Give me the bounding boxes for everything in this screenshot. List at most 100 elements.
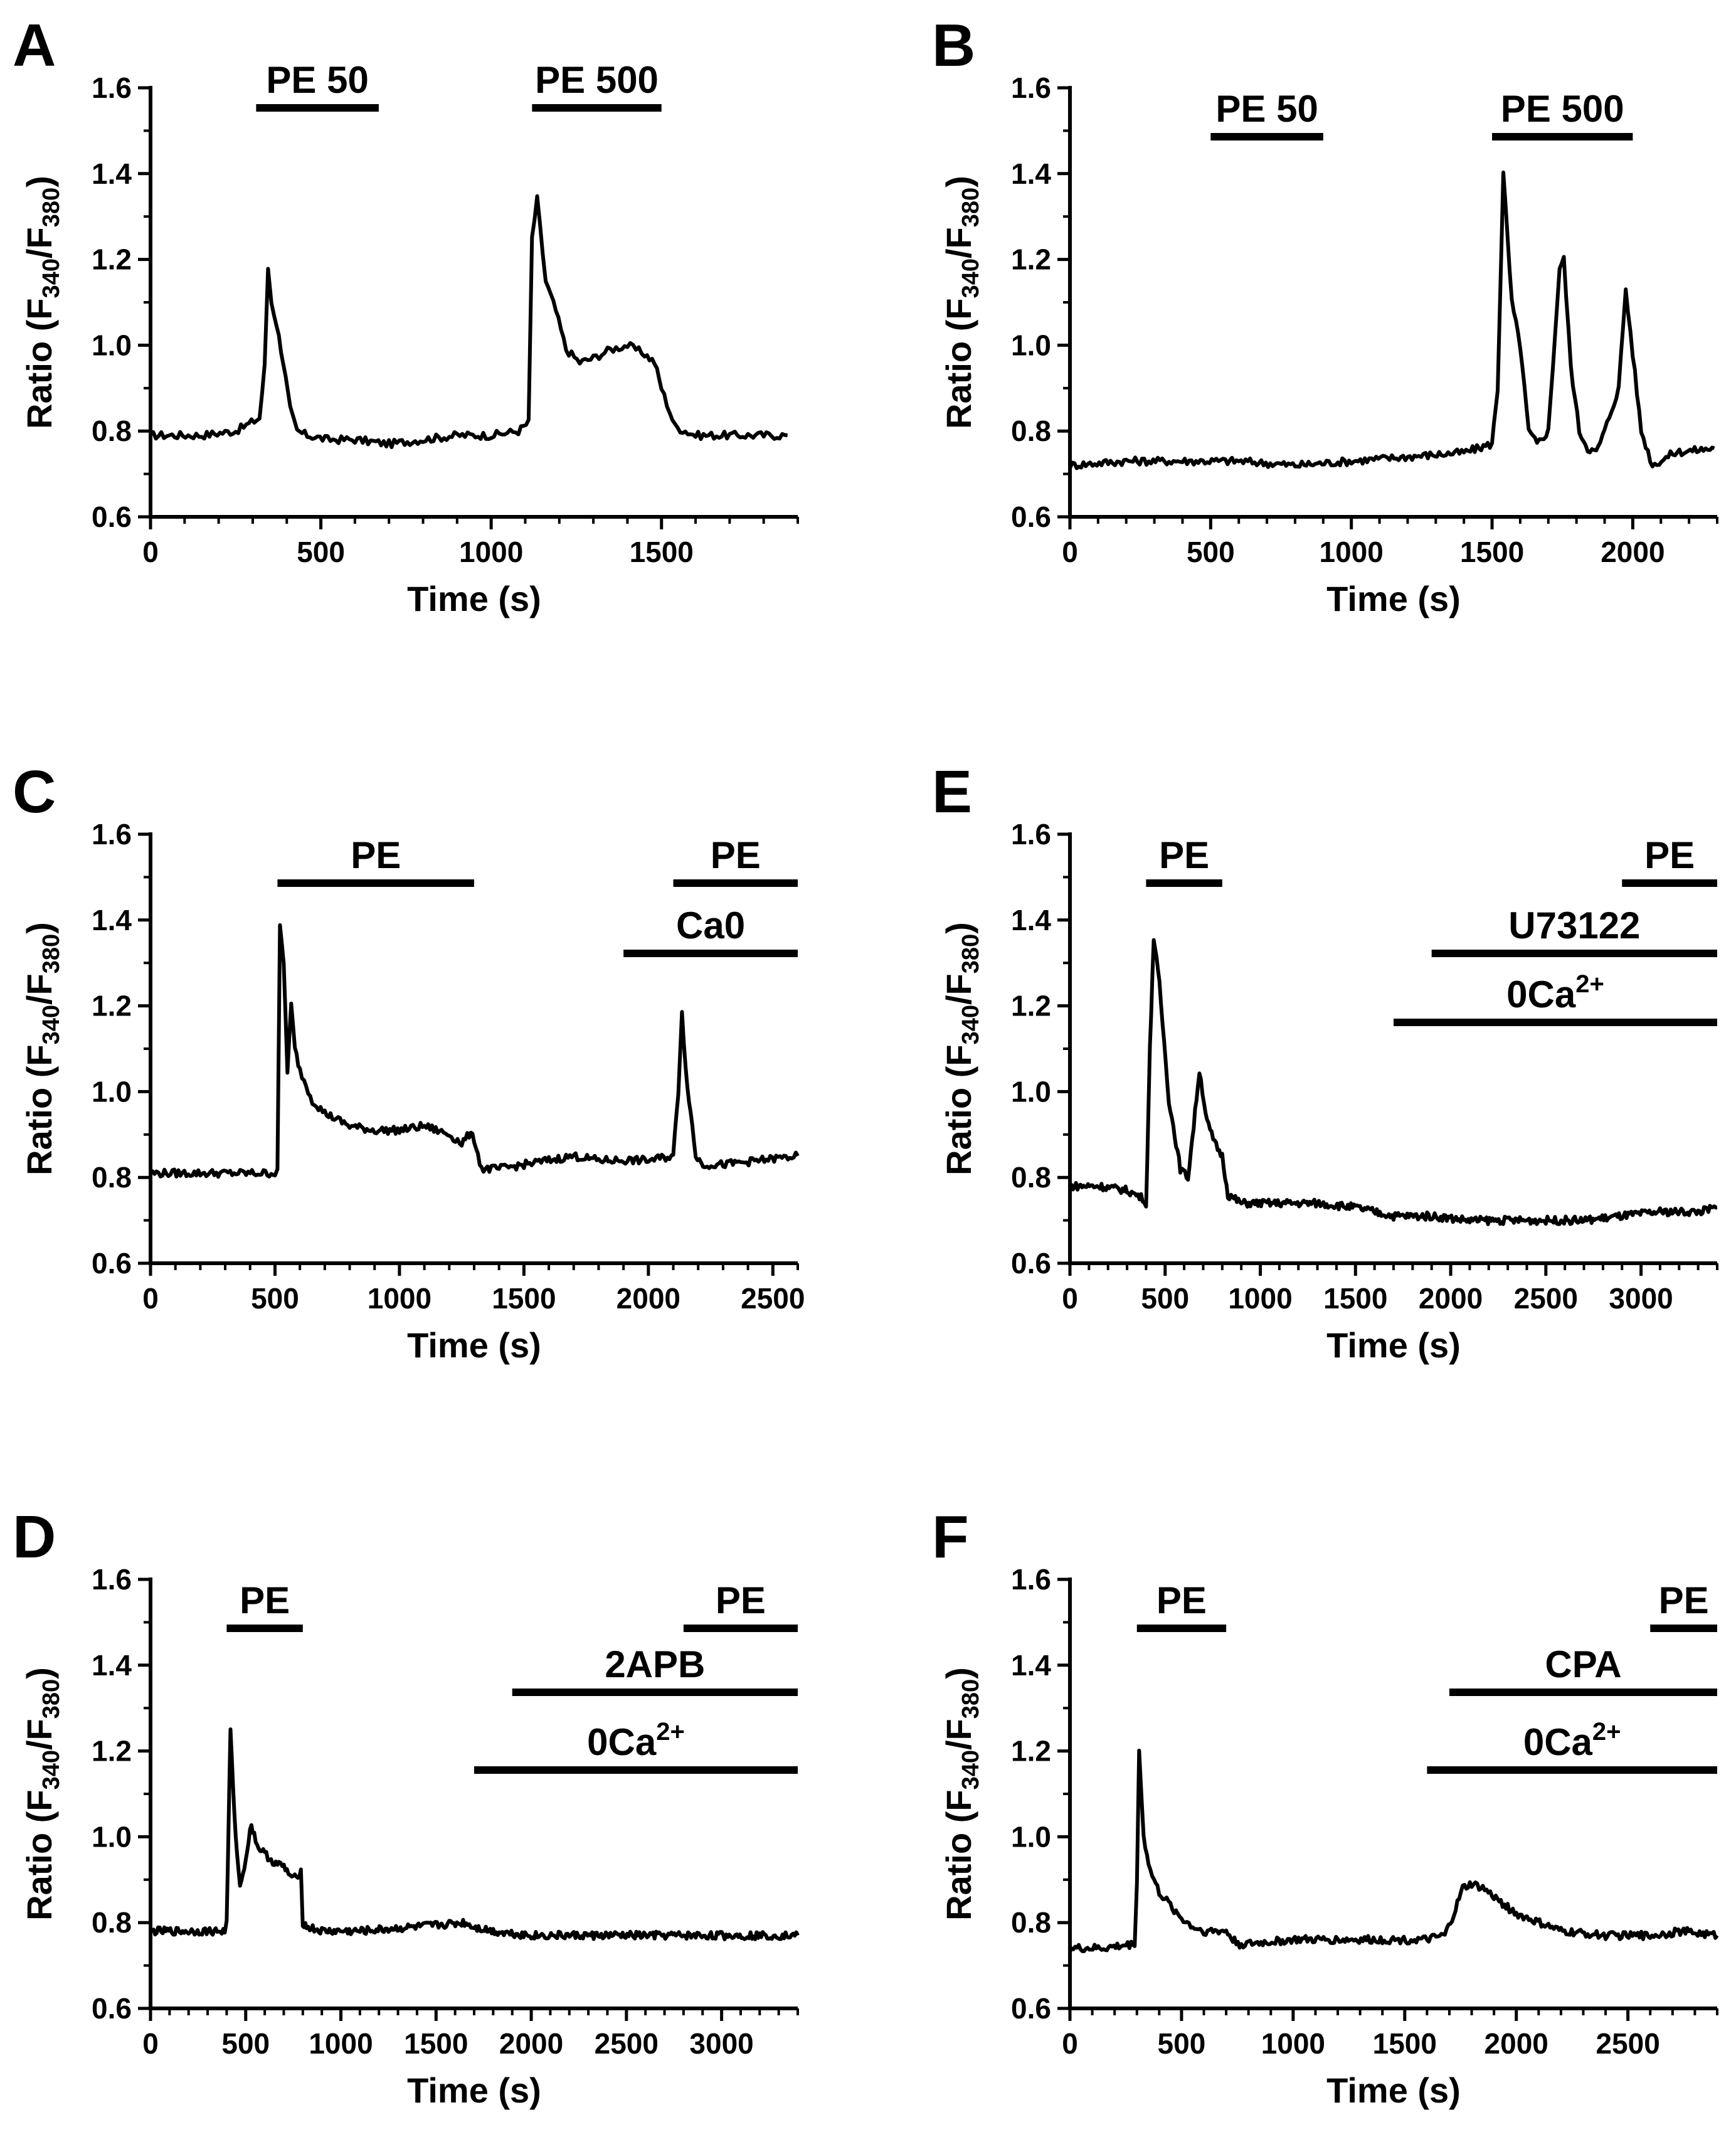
calcium-trace bbox=[1068, 1748, 1719, 1953]
y-tick-label: 1.6 bbox=[1011, 818, 1051, 851]
y-tick-label: 0.6 bbox=[1011, 1247, 1051, 1280]
x-tick-label: 2000 bbox=[1419, 1282, 1483, 1315]
panel-letter: E bbox=[932, 758, 972, 825]
y-tick-label: 0.8 bbox=[1011, 1906, 1051, 1939]
x-tick-label: 1000 bbox=[368, 1282, 431, 1315]
y-tick-label: 0.8 bbox=[1011, 1161, 1051, 1194]
y-tick-label: 0.6 bbox=[1011, 501, 1051, 533]
y-axis-title: Ratio (F340/F380) bbox=[19, 922, 65, 1175]
treatment-label: 0Ca2+ bbox=[1523, 1718, 1621, 1763]
treatment-label: 0Ca2+ bbox=[587, 1718, 685, 1763]
y-tick-label: 1.2 bbox=[1011, 243, 1051, 276]
x-tick-label: 1500 bbox=[630, 536, 694, 568]
x-tick-label: 2500 bbox=[741, 1282, 805, 1315]
x-axis-title: Time (s) bbox=[407, 579, 541, 618]
y-tick-label: 1.2 bbox=[92, 1735, 132, 1768]
y-tick-label: 1.2 bbox=[1011, 990, 1051, 1022]
y-tick-label: 1.6 bbox=[92, 72, 132, 104]
x-tick-label: 0 bbox=[1062, 2027, 1078, 2060]
x-tick-label: 1000 bbox=[1228, 1282, 1292, 1315]
panel-letter: B bbox=[932, 12, 975, 79]
x-tick-label: 2000 bbox=[617, 1282, 680, 1315]
y-tick-label: 0.8 bbox=[92, 415, 132, 447]
panel-letter: A bbox=[13, 12, 56, 79]
treatment-label: PE bbox=[1159, 834, 1209, 876]
x-tick-label: 500 bbox=[1158, 2027, 1206, 2060]
y-axis-title: Ratio (F340/F380) bbox=[19, 1667, 65, 1921]
treatment-label: PE bbox=[351, 834, 401, 876]
y-tick-label: 1.2 bbox=[92, 243, 132, 276]
treatment-label: Ca0 bbox=[676, 904, 745, 946]
calcium-trace bbox=[150, 194, 788, 449]
y-tick-label: 0.6 bbox=[92, 501, 132, 533]
treatment-label: 0Ca2+ bbox=[1506, 970, 1604, 1015]
x-tick-label: 500 bbox=[1187, 536, 1235, 568]
x-axis-title: Time (s) bbox=[1326, 1325, 1461, 1365]
x-tick-label: 1500 bbox=[1323, 1282, 1387, 1315]
x-tick-label: 500 bbox=[251, 1282, 299, 1315]
y-tick-label: 1.4 bbox=[1011, 157, 1051, 190]
y-axis-title: Ratio (F340/F380) bbox=[19, 176, 65, 429]
y-tick-label: 1.6 bbox=[1011, 72, 1051, 104]
calcium-trace bbox=[149, 923, 800, 1179]
y-tick-label: 1.4 bbox=[1011, 904, 1051, 936]
x-tick-label: 1000 bbox=[1320, 536, 1384, 568]
x-tick-label: 3000 bbox=[689, 2027, 753, 2060]
x-tick-label: 1500 bbox=[1373, 2027, 1437, 2060]
y-axis-title: Ratio (F340/F380) bbox=[939, 1667, 984, 1921]
y-tick-label: 1.4 bbox=[1011, 1649, 1051, 1682]
y-axis-title: Ratio (F340/F380) bbox=[939, 922, 984, 1175]
y-tick-label: 0.6 bbox=[92, 1992, 132, 2025]
y-tick-label: 1.6 bbox=[1011, 1563, 1051, 1596]
x-tick-label: 1500 bbox=[1460, 536, 1524, 568]
x-tick-label: 1000 bbox=[309, 2027, 373, 2060]
treatment-label: PE bbox=[1644, 834, 1695, 876]
y-tick-label: 1.0 bbox=[92, 1820, 132, 1853]
panel-letter: D bbox=[13, 1503, 56, 1571]
x-tick-label: 2500 bbox=[1596, 2027, 1659, 2060]
treatment-label: PE 500 bbox=[1501, 88, 1624, 130]
x-tick-label: 1500 bbox=[404, 2027, 468, 2060]
x-axis-title: Time (s) bbox=[407, 2070, 541, 2110]
x-tick-label: 0 bbox=[142, 536, 159, 568]
y-tick-label: 1.0 bbox=[1011, 1820, 1051, 1853]
x-tick-label: 0 bbox=[142, 2027, 159, 2060]
x-tick-label: 0 bbox=[142, 1282, 159, 1315]
x-tick-label: 1000 bbox=[459, 536, 523, 568]
calcium-trace bbox=[1068, 170, 1715, 470]
y-tick-label: 1.6 bbox=[92, 1563, 132, 1596]
treatment-label: 2APB bbox=[605, 1643, 705, 1685]
panel-F: F 0.6 0.8 1.0 1.2 1.4 1.6 0 500 1000 1500 2000 2500 T… bbox=[932, 1503, 1719, 2110]
panel-letter: C bbox=[13, 758, 56, 825]
y-tick-label: 1.4 bbox=[92, 157, 132, 190]
y-tick-label: 1.2 bbox=[1011, 1735, 1051, 1768]
x-tick-label: 2000 bbox=[1601, 536, 1665, 568]
x-tick-label: 0 bbox=[1062, 1282, 1078, 1315]
y-tick-label: 1.0 bbox=[92, 329, 132, 361]
x-tick-label: 2000 bbox=[499, 2027, 563, 2060]
y-tick-label: 0.6 bbox=[92, 1247, 132, 1280]
treatment-label: PE 50 bbox=[266, 59, 368, 101]
y-tick-label: 1.0 bbox=[1011, 329, 1051, 361]
treatment-label: U73122 bbox=[1508, 904, 1640, 946]
panel-letter: F bbox=[932, 1503, 969, 1571]
panel-A: A 0.6 0.8 1.0 1.2 1.4 1.6 0 500 1000 1500 Time (s) R… bbox=[13, 12, 799, 618]
y-tick-label: 0.8 bbox=[1011, 415, 1051, 447]
x-axis-title: Time (s) bbox=[1326, 2070, 1461, 2110]
treatment-label: CPA bbox=[1545, 1643, 1621, 1685]
x-tick-label: 2500 bbox=[595, 2027, 659, 2060]
treatment-label: PE bbox=[240, 1579, 290, 1621]
y-tick-label: 0.6 bbox=[1011, 1992, 1051, 2025]
calcium-trace bbox=[149, 1727, 800, 1941]
treatment-label: PE 50 bbox=[1215, 88, 1318, 130]
panel-B: B 0.6 0.8 1.0 1.2 1.4 1.6 0 500 1000 1500 2000 Time … bbox=[932, 12, 1718, 618]
treatment-label: PE 500 bbox=[535, 59, 659, 101]
treatment-label: PE bbox=[716, 1579, 766, 1621]
y-tick-label: 1.4 bbox=[92, 1649, 132, 1682]
x-axis-title: Time (s) bbox=[407, 1325, 541, 1365]
x-axis-title: Time (s) bbox=[1326, 579, 1461, 618]
y-axis-title: Ratio (F340/F380) bbox=[939, 176, 984, 429]
x-tick-label: 1500 bbox=[492, 1282, 556, 1315]
x-tick-label: 0 bbox=[1062, 536, 1078, 568]
